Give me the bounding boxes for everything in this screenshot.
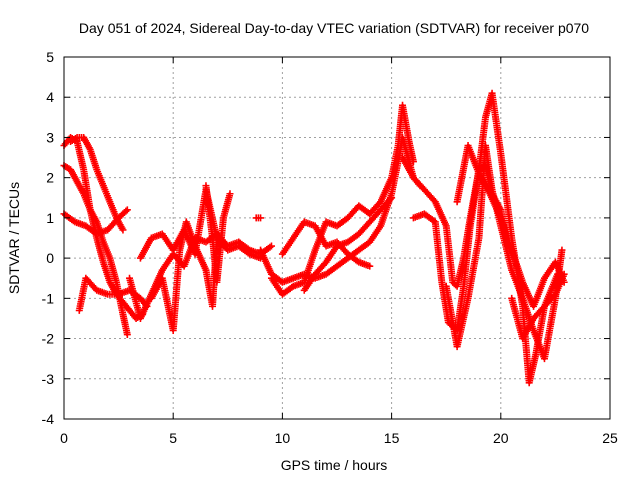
plot-frame [63,56,611,420]
x-tick-label: 15 [384,430,400,446]
series-track-14 [300,194,396,294]
grid-layer [64,57,610,419]
data-point [123,331,131,339]
y-tick-label: 2 [46,170,54,186]
data-point [257,214,265,222]
series-track-9 [202,182,234,286]
y-tick-label: -4 [42,411,55,427]
data-point [558,246,566,254]
y-tick-label: 3 [46,129,54,145]
series-track-2 [60,162,131,339]
y-tick-label: 4 [46,89,54,105]
series-track-12 [267,101,417,298]
data-layer [60,89,568,387]
y-axis-label: SDTVAR / TECUs [6,182,22,294]
y-tick-label: 5 [46,49,54,65]
series-track-18 [453,141,568,310]
x-axis-label: GPS time / hours [281,457,388,473]
data-point [366,262,374,270]
y-tick-label: -1 [42,290,55,306]
data-point [388,194,396,202]
y-tick-label: -2 [42,331,55,347]
data-point [123,206,131,214]
x-tick-label: 20 [493,430,509,446]
series-track-7 [136,186,265,262]
tick-layer: 0 5 10 15 20 25 -4 -3 -2 -1 0 1 2 3 4 5 [42,49,618,446]
data-point [226,190,234,198]
data-point [560,270,568,278]
series-track-13 [278,218,374,270]
data-point [409,158,417,166]
data-marker [122,207,130,215]
series-track-5 [75,274,151,314]
series-track-19 [508,270,568,343]
x-tick-label: 5 [169,430,177,446]
y-tick-label: 0 [46,250,54,266]
y-tick-label: -3 [42,371,55,387]
chart-title: Day 051 of 2024, Sidereal Day-to-day VTE… [79,20,589,36]
x-tick-label: 25 [602,430,618,446]
series-track-10 [252,214,265,222]
x-tick-label: 10 [275,430,291,446]
series-track-4 [67,133,127,234]
data-point [267,242,275,250]
data-point [119,226,127,234]
data-marker [386,195,394,203]
y-tick-label: 1 [46,210,54,226]
data-marker [550,292,558,300]
x-tick-label: 0 [60,430,68,446]
